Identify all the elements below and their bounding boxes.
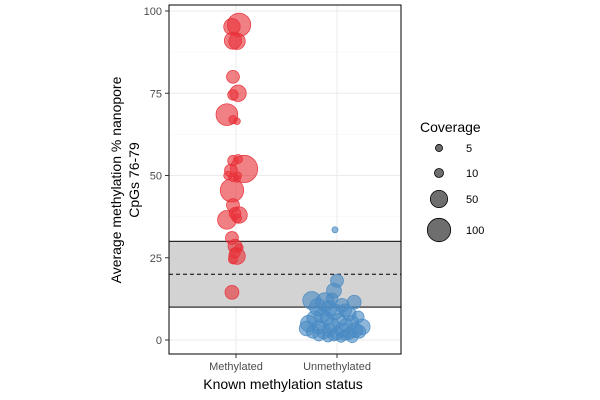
data-point [232, 213, 242, 224]
y-tick-label: 50 [150, 171, 162, 183]
data-point [228, 254, 238, 265]
data-point [345, 330, 359, 344]
data-points [215, 12, 371, 344]
y-axis-title-line-1: Average methylation % nanopore [108, 76, 124, 283]
data-point [228, 32, 246, 50]
x-tick-label: Methylated [209, 361, 263, 373]
y-tick-label: 100 [144, 6, 162, 18]
legend-label: 50 [466, 194, 478, 206]
legend: Coverage 5 10 50 100 [420, 119, 484, 243]
legend-label: 10 [466, 168, 478, 180]
y-axis-ticks: 0 25 50 75 100 [144, 6, 169, 347]
data-point [224, 284, 240, 300]
y-tick-label: 25 [150, 253, 162, 265]
data-point [233, 117, 241, 125]
legend-key [434, 168, 444, 178]
legend-key [426, 217, 452, 243]
data-point [322, 331, 334, 343]
data-point [335, 332, 347, 343]
data-point [226, 69, 240, 84]
x-tick-label: Unmethylated [303, 361, 371, 373]
plot-border [168, 4, 402, 355]
y-tick-label: 75 [150, 88, 162, 100]
data-point [331, 226, 339, 234]
legend-label: 5 [466, 143, 472, 155]
y-tick-label: 0 [156, 335, 162, 347]
y-axis-title-line-2: CpGs 76-79 [126, 142, 142, 218]
legend-key [435, 144, 443, 152]
legend-title: Coverage [420, 119, 481, 135]
legend-key [429, 189, 449, 209]
x-axis-ticks: Methylated Unmethylated [209, 354, 371, 373]
x-axis-title: Known methylation status [203, 376, 363, 392]
data-point [229, 84, 247, 102]
legend-label: 100 [466, 225, 484, 237]
